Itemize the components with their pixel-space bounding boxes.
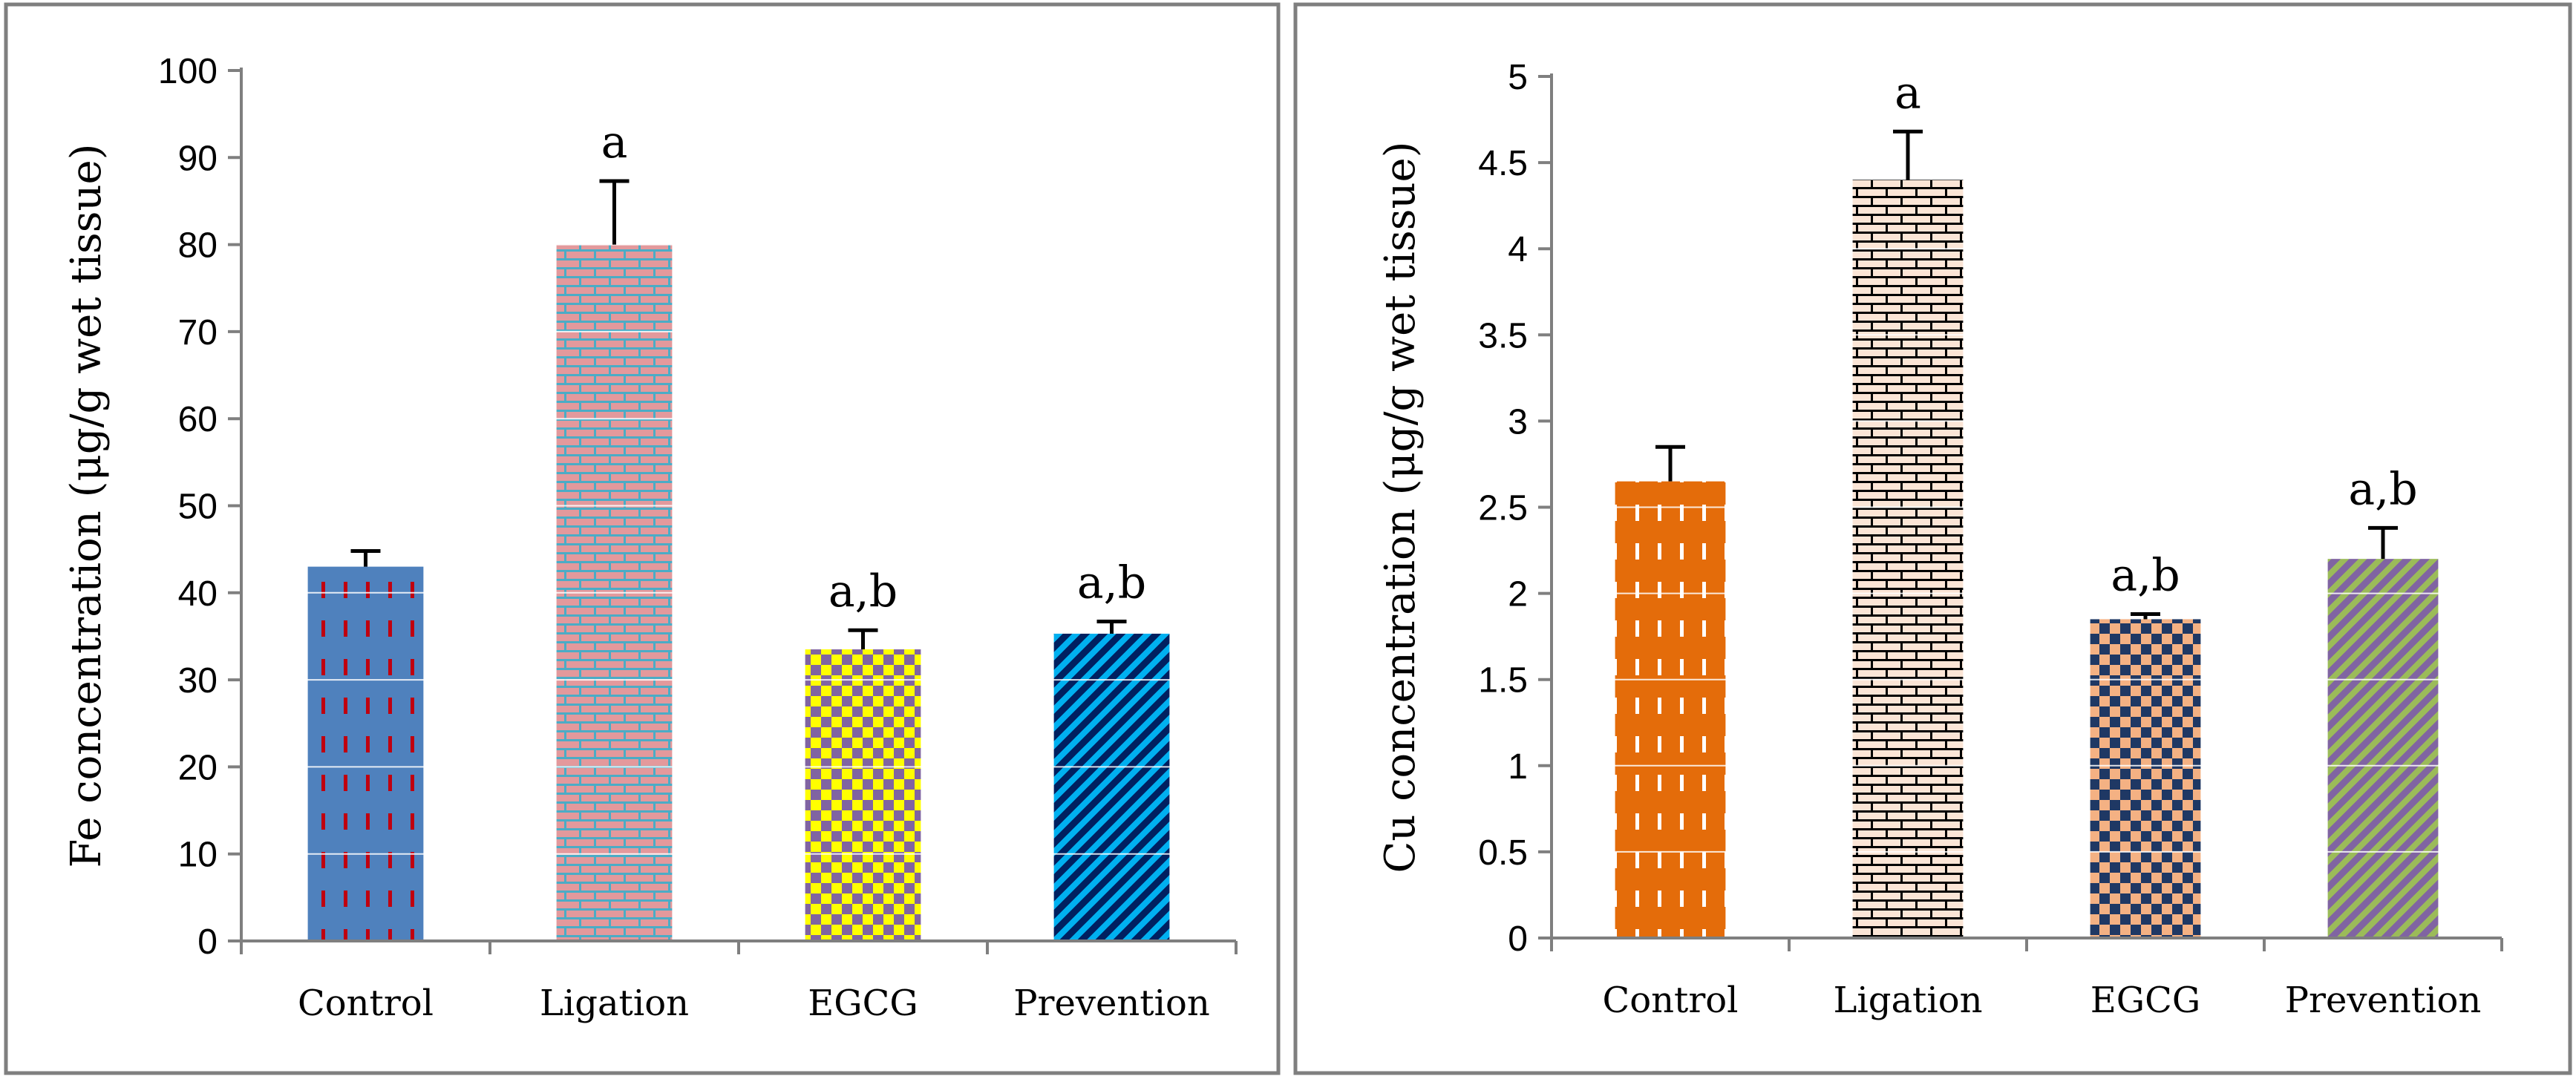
x-category-label: Ligation [1833, 980, 1982, 1021]
y-tick-label: 0 [1508, 919, 1528, 959]
y-tick-label: 4.5 [1478, 144, 1528, 183]
y-tick-label: 10 [178, 836, 218, 875]
y-tick-label: 100 [158, 52, 218, 91]
bar-prevention [1053, 633, 1170, 941]
y-axis-title: Fe concentration (μg/g wet tissue) [62, 143, 111, 868]
cu-concentration-chart: 0 0.5 1 1.5 2 2.5 3 3.5 4 4.5 5 Control a Ligation a,b… [1376, 58, 2503, 1021]
significance-label: a [601, 117, 628, 168]
significance-label: a [1895, 67, 1921, 119]
significance-label: a,b [1077, 557, 1146, 609]
y-tick-label: 80 [178, 226, 218, 266]
x-category-label: Ligation [540, 983, 689, 1024]
x-category-label: EGCG [808, 983, 918, 1024]
bar-control [1615, 481, 1726, 938]
y-tick-label: 20 [178, 748, 218, 787]
x-category-label: EGCG [2090, 980, 2200, 1021]
y-tick-label: 90 [178, 139, 218, 178]
fe-concentration-chart: 0 10 20 30 40 50 60 70 80 90 100 Control a Ligation a,… [62, 52, 1238, 1024]
significance-label: a,b [2111, 549, 2180, 601]
significance-label: a,b [828, 565, 898, 617]
y-tick-label: 3 [1508, 402, 1528, 442]
y-tick-label: 30 [178, 661, 218, 701]
bar-egcg [2090, 619, 2201, 938]
significance-label: a,b [2348, 463, 2417, 515]
bar-egcg [805, 649, 921, 941]
y-tick-label: 40 [178, 574, 218, 614]
x-category-label: Prevention [2285, 980, 2482, 1021]
y-tick-label: 1 [1508, 747, 1528, 787]
y-tick-label: 5 [1508, 58, 1528, 97]
y-axis-title: Cu concentration (μg/g wet tissue) [1376, 141, 1425, 873]
bar-control [307, 566, 424, 941]
y-tick-label: 2.5 [1478, 489, 1528, 528]
x-category-label: Prevention [1013, 983, 1210, 1024]
y-tick-label: 1.5 [1478, 661, 1528, 701]
y-tick-label: 4 [1508, 230, 1528, 269]
x-category-label: Control [1602, 980, 1738, 1021]
bar-prevention [2327, 559, 2439, 938]
y-tick-label: 60 [178, 400, 218, 439]
y-tick-label: 70 [178, 313, 218, 352]
y-tick-label: 50 [178, 488, 218, 527]
y-tick-label: 0 [197, 922, 218, 962]
bar-ligation [1852, 180, 1964, 938]
x-category-label: Control [298, 983, 434, 1024]
y-tick-label: 2 [1508, 575, 1528, 614]
y-tick-label: 0.5 [1478, 833, 1528, 873]
y-tick-label: 3.5 [1478, 316, 1528, 355]
